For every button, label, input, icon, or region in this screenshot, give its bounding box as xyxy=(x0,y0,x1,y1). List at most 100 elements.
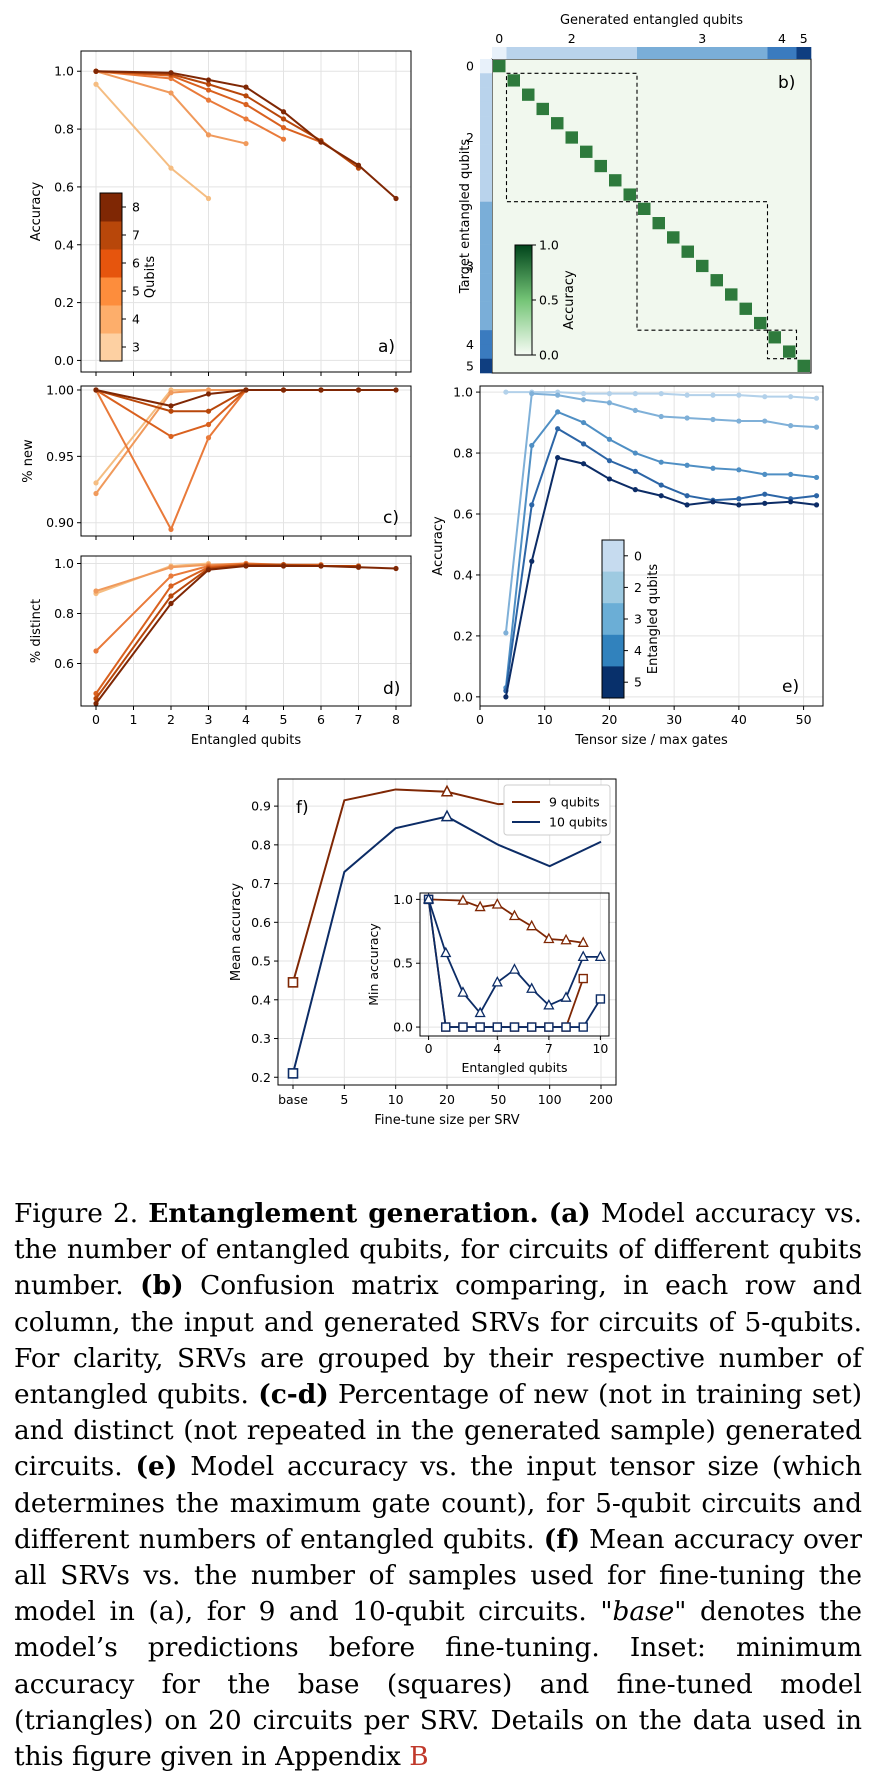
panel-a-colorbar-swatch xyxy=(100,249,122,278)
panel-d-series-line-3 xyxy=(95,562,209,595)
panel-b-top-strip-cell xyxy=(564,47,580,59)
panel-b-left-strip-cell xyxy=(480,330,492,345)
panel-b-diagonal-cell xyxy=(783,345,796,358)
panel-a-point xyxy=(243,93,249,99)
inset-square-marker xyxy=(595,994,606,1004)
inset-square-marker xyxy=(578,1022,588,1032)
panel-b-group-box xyxy=(636,201,769,331)
panel-e-xlabel: Tensor size / max gates xyxy=(574,733,728,748)
inset-ytick-label: 0.5 xyxy=(393,956,413,971)
inset-square-marker xyxy=(509,1022,520,1032)
panel-f-label: f) xyxy=(296,798,309,818)
panel-e-colorbar-tick-label: 3 xyxy=(634,612,642,627)
panel-c-point xyxy=(355,387,362,393)
panel-e-point xyxy=(813,395,820,401)
caption-e-label: (e) xyxy=(135,1451,178,1483)
panel-c-ylabel: % new xyxy=(21,439,36,483)
panel-b-top-strip-cell xyxy=(796,47,812,59)
panel-a-point xyxy=(205,81,212,87)
panel-f-ytick-label: 0.9 xyxy=(251,799,271,814)
panel-c-point xyxy=(205,391,212,397)
panel-b-left-strip-cell xyxy=(480,187,492,203)
inset-triangle-marker xyxy=(560,991,572,1002)
panel-a-point xyxy=(205,195,212,202)
panel-b-colorbar-label: Accuracy xyxy=(562,270,577,330)
appendix-link[interactable]: B xyxy=(409,1741,429,1773)
panel-e-point xyxy=(736,418,742,424)
panel-c-point xyxy=(205,387,212,393)
inset-square-marker xyxy=(458,1022,468,1032)
panel-b-diagonal-cell xyxy=(768,331,781,344)
panel-c-point xyxy=(243,387,249,393)
panel-e-point xyxy=(632,487,638,493)
panel-b-left-strip-cell xyxy=(480,59,492,74)
panel-d-point xyxy=(93,588,99,594)
panel-b-top-strip-cell xyxy=(492,47,507,59)
inset-square-marker xyxy=(475,1022,485,1032)
inset-square-marker xyxy=(526,1022,537,1032)
panel-e-point xyxy=(529,391,535,397)
panel-a-colorbar-frame xyxy=(99,192,123,362)
panel-a-point xyxy=(93,81,99,87)
panel-e-label: e) xyxy=(782,677,799,697)
panel-a-ytick-label: 0.8 xyxy=(54,122,74,137)
panel-d-point xyxy=(280,563,287,569)
panel-a-series-line-7 xyxy=(95,70,360,169)
panel-e-ytick-label: 0.4 xyxy=(453,567,473,582)
panel-a-series-line-3 xyxy=(95,83,210,200)
inset-triangle-marker xyxy=(474,1006,486,1018)
panel-a-point xyxy=(168,165,174,171)
inset-xlabel: Entangled qubits xyxy=(462,1060,568,1075)
caption-base-open: " xyxy=(600,1596,613,1628)
panel-f-ytick-label: 0.7 xyxy=(251,876,271,891)
panel-e-point xyxy=(762,471,768,477)
panel-b-top-strip-cell xyxy=(782,47,797,59)
figure-caption: Figure 2. Entanglement generation. (a) M… xyxy=(14,1196,862,1775)
panel-b-diagonal-cell xyxy=(696,259,709,273)
panel-f-base-square xyxy=(287,977,299,988)
panel-b-top-strip-cell xyxy=(666,47,681,59)
panel-c-series-line-4 xyxy=(95,388,246,495)
panel-f-ytick-label: 0.4 xyxy=(251,992,271,1007)
caption-b-text: Confusion matrix comparing, in each row … xyxy=(14,1270,862,1411)
panel-a-ylabel: Accuracy xyxy=(29,182,44,242)
panel-a-point xyxy=(243,140,249,147)
inset-xtick-label: 4 xyxy=(493,1041,501,1056)
panel-e-point xyxy=(788,499,794,505)
panel-a-point xyxy=(205,132,212,138)
panel-a-series-line-6 xyxy=(95,70,322,144)
panel-e-ytick-label: 0.0 xyxy=(453,689,473,704)
panel-e-point xyxy=(503,389,509,395)
panel-d-series-line-7 xyxy=(95,563,359,700)
caption-base-word: base xyxy=(612,1596,675,1628)
panel-e-point xyxy=(788,394,794,400)
panel-b-diagonal-cell xyxy=(739,302,752,315)
panel-e-colorbar-tick-label: 0 xyxy=(634,548,642,563)
panel-a-colorbar-label: Qubits xyxy=(143,256,158,298)
panel-b-left-strip-cell xyxy=(480,258,492,274)
panel-a-ytick-label: 0.0 xyxy=(54,353,74,368)
panel-f-ytick-label: 0.3 xyxy=(251,1031,271,1046)
panel-b-xtick-label: 0 xyxy=(495,31,503,46)
panel-b-top-strip-cell xyxy=(535,47,551,59)
panel-b-left-strip-cell xyxy=(480,173,492,188)
panel-b-diagonal-cell xyxy=(797,359,810,372)
panel-b-ytick-label: 2 xyxy=(466,130,474,145)
panel-b-diagonal-cell xyxy=(522,88,535,101)
panel-e-point xyxy=(762,500,768,506)
panel-e-point xyxy=(813,493,820,499)
panel-f-ytick-label: 0.6 xyxy=(251,915,271,930)
panel-f-xtick-label: 20 xyxy=(439,1092,455,1107)
caption-f-text: Mean accuracy over all SRVs vs. the numb… xyxy=(14,1523,862,1628)
panel-e-point xyxy=(580,419,587,426)
panel-d-point xyxy=(243,563,249,569)
panel-b-top-strip-cell xyxy=(695,47,710,59)
inset-triangle-marker xyxy=(560,933,572,945)
panel-b-diagonal-cell xyxy=(580,145,593,158)
panel-b-top-strip-cell xyxy=(579,47,594,59)
panel-d-xtick-label: 3 xyxy=(205,712,213,727)
panel-c-point xyxy=(93,387,99,393)
panel-d-series-line-8 xyxy=(95,565,397,705)
panel-b-left-strip-cell xyxy=(480,201,492,217)
inset-xtick-label: 7 xyxy=(545,1041,553,1056)
